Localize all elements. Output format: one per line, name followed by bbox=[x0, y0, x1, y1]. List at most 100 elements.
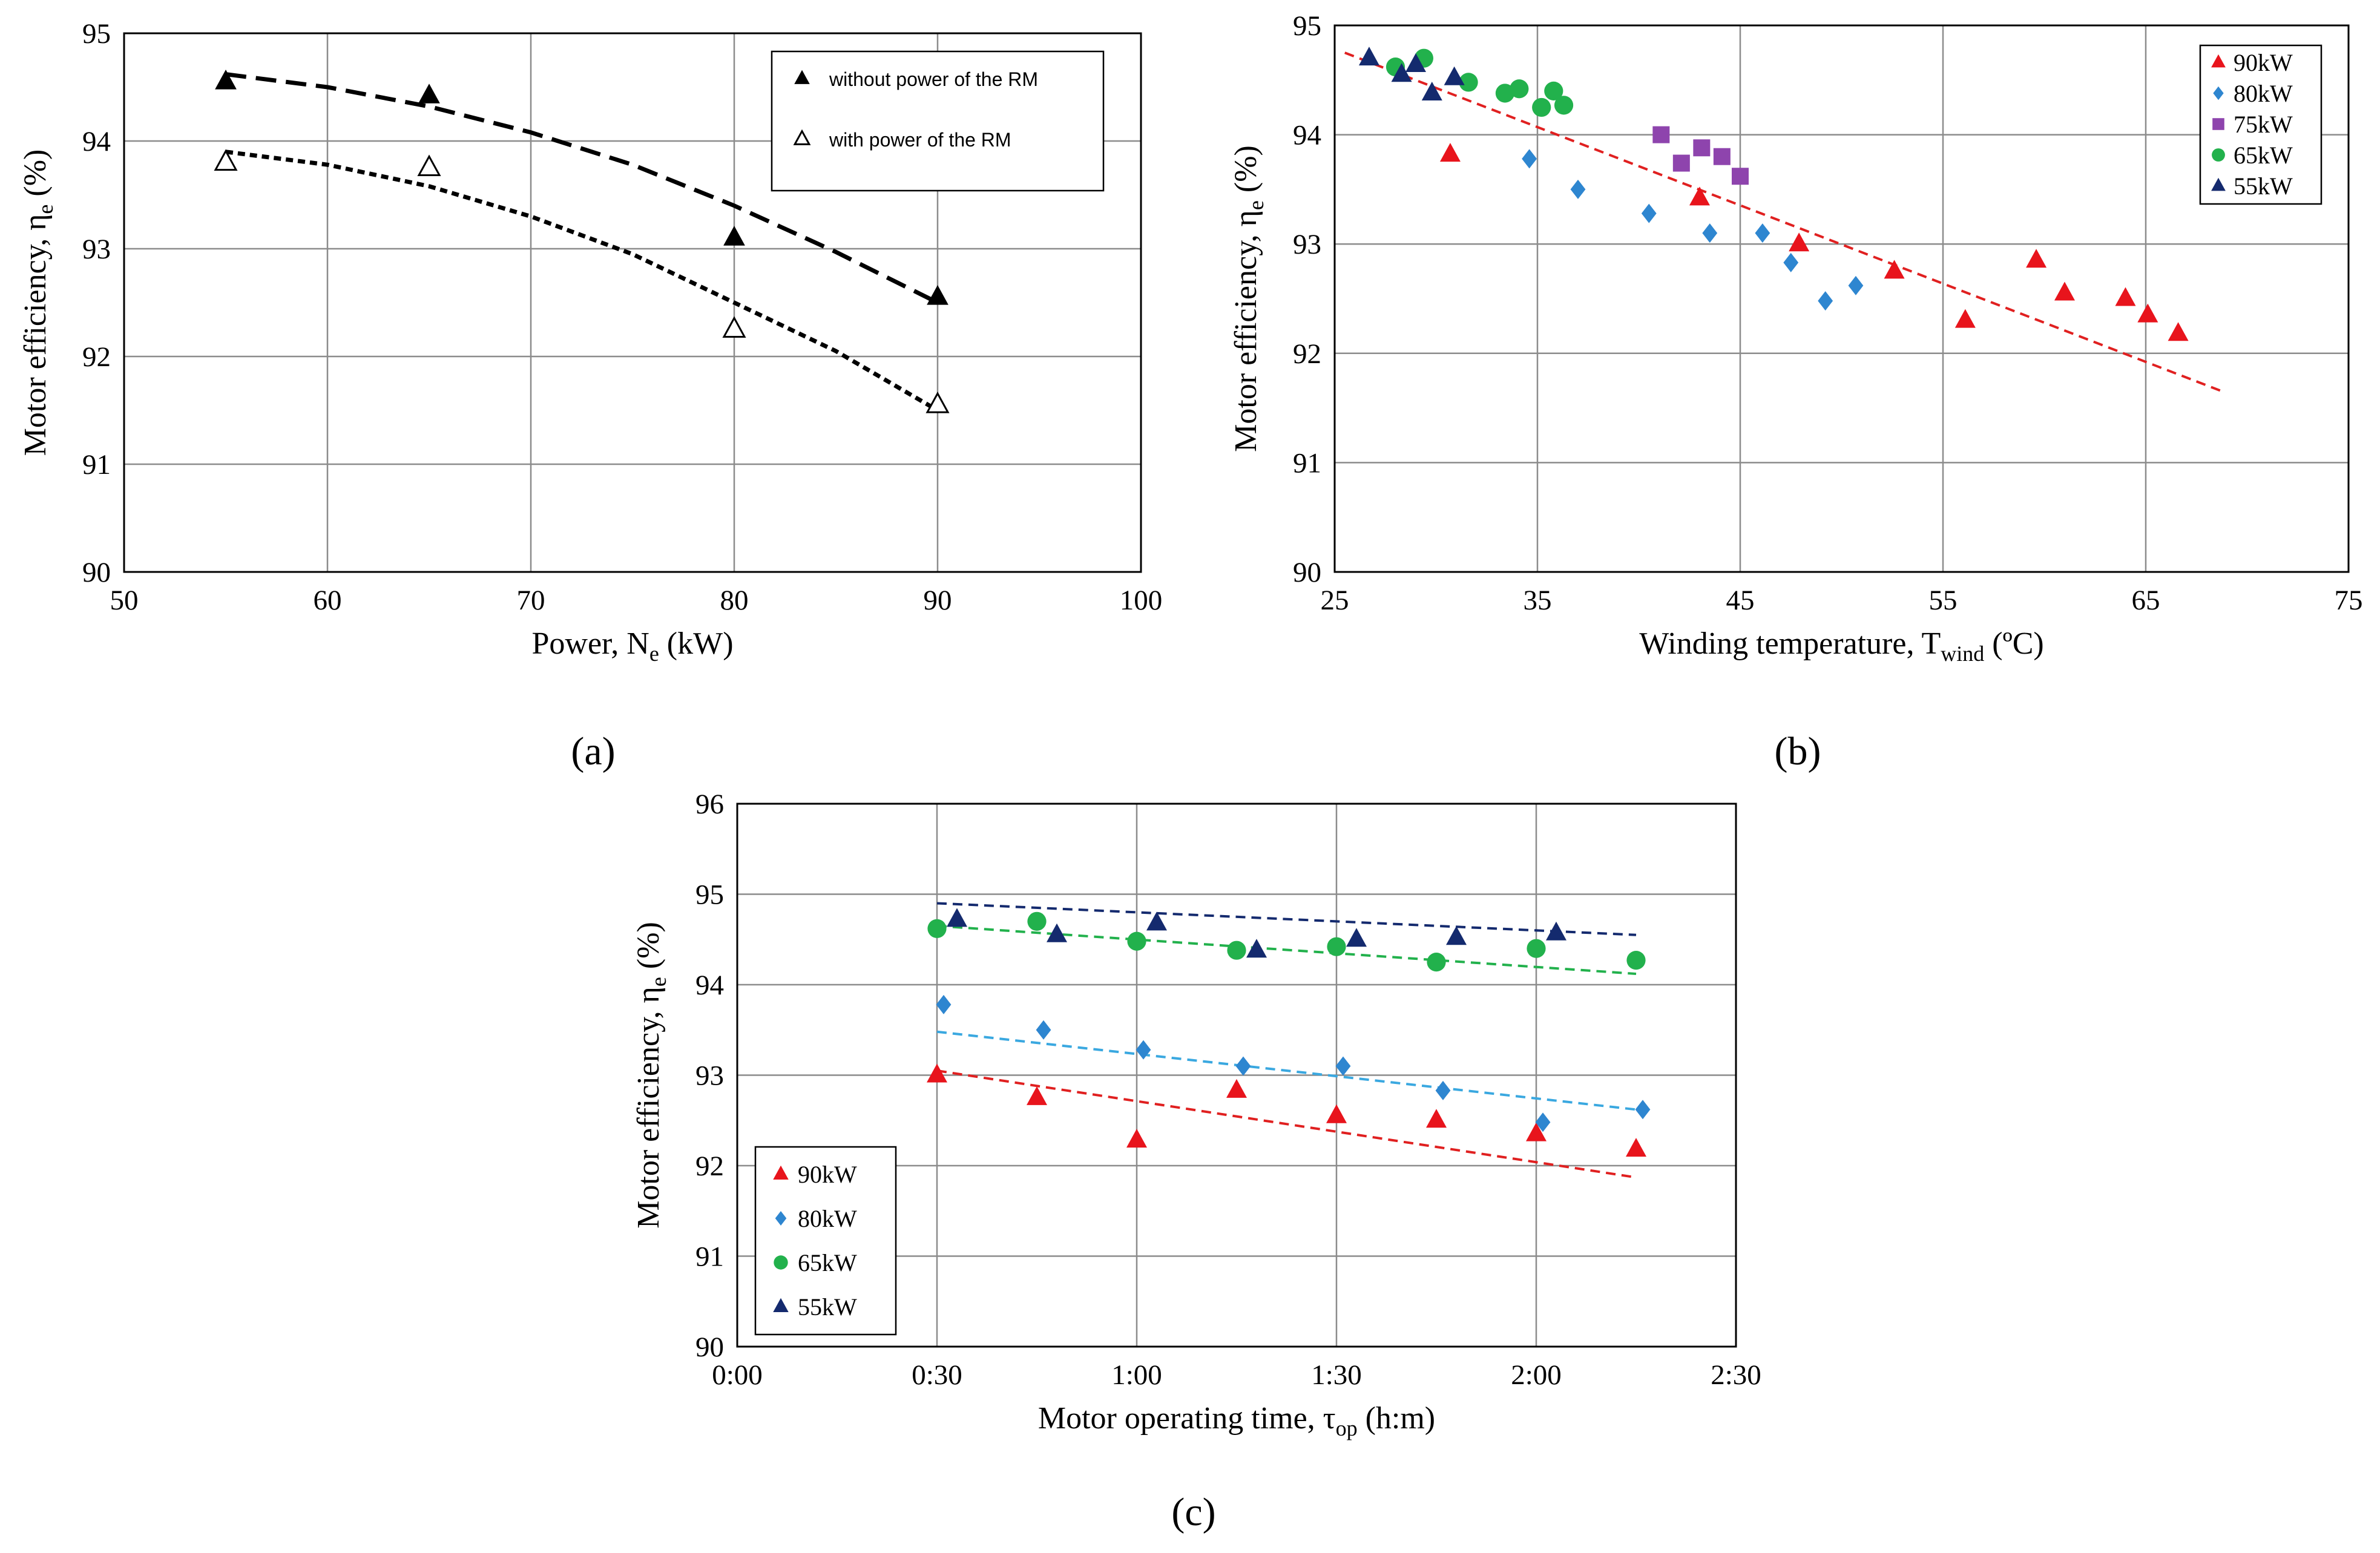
data-point-65kW bbox=[1527, 939, 1546, 958]
x-tick-label: 100 bbox=[1120, 585, 1163, 616]
data-point-65kW bbox=[927, 919, 947, 938]
y-tick-label: 94 bbox=[82, 126, 111, 157]
data-point-90kW bbox=[1226, 1079, 1247, 1098]
legend-marker bbox=[773, 1298, 789, 1312]
trend-line-with-power-of-the-RM bbox=[225, 149, 939, 413]
data-point-55kW bbox=[947, 908, 967, 927]
data-point-90kW bbox=[2115, 287, 2136, 306]
data-point-65kW bbox=[1027, 911, 1047, 931]
y-axis-title: Motor efficiency, ηe (%) bbox=[1229, 145, 1268, 452]
data-point-with-power-of-the-RM bbox=[722, 316, 746, 338]
data-point-80kW bbox=[1235, 1056, 1251, 1076]
data-point-75kW bbox=[1693, 139, 1711, 157]
data-point-55kW bbox=[1391, 63, 1412, 82]
data-point-without-power-of-the-RM bbox=[418, 84, 440, 103]
legend-label: 65kW bbox=[2234, 142, 2293, 169]
x-tick-label: 70 bbox=[517, 585, 545, 616]
x-tick-label: 50 bbox=[110, 585, 139, 616]
legend-marker bbox=[2211, 54, 2226, 68]
data-point-80kW bbox=[1848, 275, 1864, 295]
data-point-65kW bbox=[1459, 73, 1478, 92]
data-point-55kW bbox=[1405, 53, 1426, 73]
data-point-80kW bbox=[1036, 1020, 1051, 1040]
x-tick-label: 80 bbox=[720, 585, 749, 616]
legend-marker bbox=[774, 1255, 788, 1270]
x-tick-label: 0:00 bbox=[712, 1359, 763, 1391]
data-point-65kW bbox=[1554, 96, 1574, 115]
x-tick-label: 0:30 bbox=[912, 1359, 962, 1391]
data-point-65kW bbox=[1544, 81, 1563, 100]
legend-label: 90kW bbox=[2234, 49, 2293, 76]
legend-label: 80kW bbox=[798, 1205, 857, 1232]
panel-label-b: (b) bbox=[1775, 729, 1821, 773]
data-point-75kW bbox=[1672, 154, 1690, 172]
data-point-55kW bbox=[1146, 911, 1167, 931]
data-point-90kW bbox=[1126, 1129, 1147, 1148]
data-point-65kW bbox=[1510, 79, 1529, 99]
y-tick-label: 91 bbox=[82, 449, 111, 481]
data-point-80kW bbox=[1755, 223, 1770, 243]
x-tick-label: 90 bbox=[924, 585, 952, 616]
plot-frame bbox=[123, 32, 1142, 573]
chart-panel-a: 50 60 70 80 90 100 90 91 92 93 94 95 Power, Ne (kW) M… bbox=[18, 18, 1162, 666]
data-point-90kW bbox=[1027, 1086, 1047, 1105]
y-tick-label: 95 bbox=[1293, 10, 1321, 42]
data-point-80kW bbox=[1570, 179, 1586, 199]
x-tick-label: 55 bbox=[1929, 585, 1958, 616]
y-tick-label: 92 bbox=[1293, 338, 1321, 370]
trend-line bbox=[1344, 51, 2224, 393]
legend-label: 55kW bbox=[798, 1293, 857, 1321]
data-point-80kW bbox=[1702, 223, 1718, 243]
data-point-80kW bbox=[1535, 1112, 1551, 1132]
data-point-80kW bbox=[936, 994, 952, 1014]
data-point-90kW bbox=[1326, 1104, 1347, 1123]
trend-line-90kW bbox=[936, 1069, 1637, 1179]
data-point-90kW bbox=[1626, 1138, 1646, 1157]
y-tick-label: 95 bbox=[82, 18, 111, 50]
data-point-65kW bbox=[1127, 931, 1146, 951]
data-point-90kW bbox=[927, 1063, 947, 1083]
data-point-90kW bbox=[1426, 1109, 1447, 1128]
y-tick-label: 94 bbox=[1293, 120, 1321, 151]
data-point-65kW bbox=[1427, 953, 1446, 972]
legend-box bbox=[771, 50, 1105, 192]
data-point-80kW bbox=[1136, 1040, 1151, 1060]
legend-label: 65kW bbox=[798, 1249, 857, 1276]
data-point-55kW bbox=[1047, 923, 1067, 942]
data-point-55kW bbox=[1446, 926, 1467, 945]
data-point-with-power-of-the-RM bbox=[214, 149, 238, 171]
y-tick-label: 90 bbox=[695, 1331, 724, 1363]
y-tick-label: 93 bbox=[695, 1060, 724, 1092]
trend-line-without-power-of-the-RM bbox=[225, 72, 939, 305]
data-point-without-power-of-the-RM bbox=[215, 70, 237, 90]
data-point-80kW bbox=[1641, 203, 1657, 223]
legend-label: 55kW bbox=[2234, 172, 2293, 200]
y-tick-label: 94 bbox=[695, 970, 724, 1001]
data-point-90kW bbox=[1884, 260, 1905, 279]
data-point-65kW bbox=[1532, 97, 1551, 117]
data-point-75kW bbox=[1713, 148, 1731, 165]
legend-marker bbox=[2211, 177, 2226, 191]
data-point-80kW bbox=[1818, 291, 1833, 311]
plot-frame bbox=[736, 803, 1737, 1348]
data-point-55kW bbox=[1358, 47, 1379, 66]
data-point-55kW bbox=[1346, 928, 1367, 947]
y-tick-label: 91 bbox=[1293, 447, 1321, 479]
x-axis-title: Winding temperature, Twind (ºC) bbox=[1639, 626, 2043, 666]
legend-marker bbox=[2212, 148, 2225, 162]
data-point-55kW bbox=[1444, 66, 1465, 85]
data-point-90kW bbox=[1526, 1122, 1547, 1141]
y-tick-label: 91 bbox=[695, 1241, 724, 1273]
legend-marker bbox=[794, 70, 810, 84]
legend-marker bbox=[775, 1211, 787, 1226]
y-tick-label: 92 bbox=[82, 341, 111, 373]
data-point-75kW bbox=[1732, 168, 1749, 185]
x-tick-label: 45 bbox=[1726, 585, 1755, 616]
data-point-80kW bbox=[1435, 1080, 1451, 1100]
data-point-90kW bbox=[2054, 281, 2075, 301]
x-tick-label: 75 bbox=[2335, 585, 2363, 616]
y-tick-label: 93 bbox=[1293, 229, 1321, 260]
trend-line-80kW bbox=[936, 1030, 1637, 1111]
x-tick-label: 1:00 bbox=[1111, 1359, 1162, 1391]
